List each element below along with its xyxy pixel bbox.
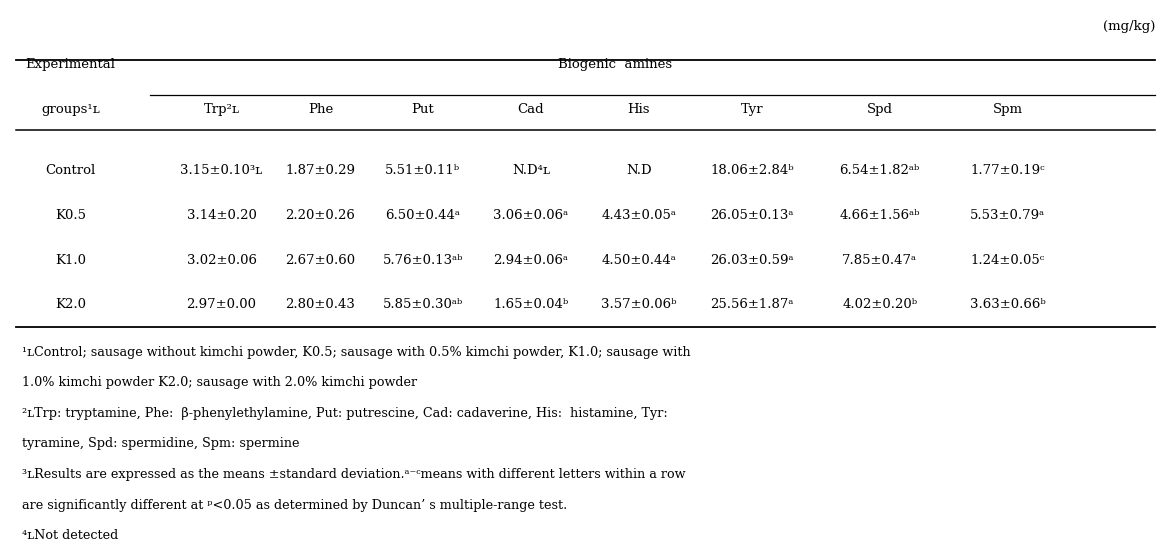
Text: Control: Control xyxy=(46,164,96,177)
Text: 3.15±0.10³ʟ: 3.15±0.10³ʟ xyxy=(180,164,262,177)
Text: 4.43±0.05ᵃ: 4.43±0.05ᵃ xyxy=(602,209,677,222)
Text: 26.03±0.59ᵃ: 26.03±0.59ᵃ xyxy=(710,254,794,266)
Text: K1.0: K1.0 xyxy=(55,254,85,266)
Text: groups¹ʟ: groups¹ʟ xyxy=(41,103,100,116)
Text: 5.85±0.30ᵃᵇ: 5.85±0.30ᵃᵇ xyxy=(383,299,463,311)
Text: 2.97±0.00: 2.97±0.00 xyxy=(186,299,256,311)
Text: 1.24±0.05ᶜ: 1.24±0.05ᶜ xyxy=(971,254,1045,266)
Text: Spm: Spm xyxy=(993,103,1022,116)
Text: (mg/kg): (mg/kg) xyxy=(1103,20,1156,33)
Text: Put: Put xyxy=(411,103,434,116)
Text: Cad: Cad xyxy=(518,103,545,116)
Text: 1.65±0.04ᵇ: 1.65±0.04ᵇ xyxy=(493,299,568,311)
Text: 18.06±2.84ᵇ: 18.06±2.84ᵇ xyxy=(710,164,794,177)
Text: 3.63±0.66ᵇ: 3.63±0.66ᵇ xyxy=(970,299,1046,311)
Text: N.D: N.D xyxy=(626,164,652,177)
Text: 2.94±0.06ᵃ: 2.94±0.06ᵃ xyxy=(493,254,568,266)
Text: 6.50±0.44ᵃ: 6.50±0.44ᵃ xyxy=(385,209,460,222)
Text: Phe: Phe xyxy=(308,103,333,116)
Text: ³ʟResults are expressed as the means ±standard deviation.ᵃ⁻ᶜmeans with different: ³ʟResults are expressed as the means ±st… xyxy=(21,468,685,481)
Text: 2.20±0.26: 2.20±0.26 xyxy=(286,209,355,222)
Text: Trp²ʟ: Trp²ʟ xyxy=(204,103,240,116)
Text: 1.77±0.19ᶜ: 1.77±0.19ᶜ xyxy=(971,164,1045,177)
Text: Tyr: Tyr xyxy=(740,103,763,116)
Text: N.D⁴ʟ: N.D⁴ʟ xyxy=(512,164,550,177)
Text: Experimental: Experimental xyxy=(26,57,116,71)
Text: Biogenic  amines: Biogenic amines xyxy=(557,57,672,71)
Text: 3.02±0.06: 3.02±0.06 xyxy=(186,254,256,266)
Text: 1.0% kimchi powder K2.0; sausage with 2.0% kimchi powder: 1.0% kimchi powder K2.0; sausage with 2.… xyxy=(21,376,417,389)
Text: 7.85±0.47ᵃ: 7.85±0.47ᵃ xyxy=(842,254,917,266)
Text: 4.50±0.44ᵃ: 4.50±0.44ᵃ xyxy=(602,254,677,266)
Text: ¹ʟControl; sausage without kimchi powder, K0.5; sausage with 0.5% kimchi powder,: ¹ʟControl; sausage without kimchi powder… xyxy=(21,346,690,359)
Text: are significantly different at ᵖ<0.05 as determined by Duncan’ s multiple-range : are significantly different at ᵖ<0.05 as… xyxy=(21,499,567,511)
Text: 3.14±0.20: 3.14±0.20 xyxy=(186,209,256,222)
Text: Spd: Spd xyxy=(867,103,892,116)
Text: 1.87±0.29: 1.87±0.29 xyxy=(286,164,356,177)
Text: His: His xyxy=(628,103,650,116)
Text: 25.56±1.87ᵃ: 25.56±1.87ᵃ xyxy=(710,299,794,311)
Text: ²ʟTrp: tryptamine, Phe:  β-phenylethylamine, Put: putrescine, Cad: cadaverine, H: ²ʟTrp: tryptamine, Phe: β-phenylethylami… xyxy=(21,407,667,420)
Text: ⁴ʟNot detected: ⁴ʟNot detected xyxy=(21,529,118,542)
Text: 4.02±0.20ᵇ: 4.02±0.20ᵇ xyxy=(842,299,917,311)
Text: tyramine, Spd: spermidine, Spm: spermine: tyramine, Spd: spermidine, Spm: spermine xyxy=(21,438,299,451)
Text: 3.57±0.06ᵇ: 3.57±0.06ᵇ xyxy=(601,299,677,311)
Text: 4.66±1.56ᵃᵇ: 4.66±1.56ᵃᵇ xyxy=(840,209,920,222)
Text: 6.54±1.82ᵃᵇ: 6.54±1.82ᵃᵇ xyxy=(840,164,919,177)
Text: 3.06±0.06ᵃ: 3.06±0.06ᵃ xyxy=(493,209,568,222)
Text: 5.76±0.13ᵃᵇ: 5.76±0.13ᵃᵇ xyxy=(383,254,463,266)
Text: 2.80±0.43: 2.80±0.43 xyxy=(286,299,355,311)
Text: K0.5: K0.5 xyxy=(55,209,85,222)
Text: 2.67±0.60: 2.67±0.60 xyxy=(286,254,356,266)
Text: 5.51±0.11ᵇ: 5.51±0.11ᵇ xyxy=(385,164,460,177)
Text: 5.53±0.79ᵃ: 5.53±0.79ᵃ xyxy=(970,209,1045,222)
Text: 26.05±0.13ᵃ: 26.05±0.13ᵃ xyxy=(710,209,794,222)
Text: K2.0: K2.0 xyxy=(55,299,85,311)
